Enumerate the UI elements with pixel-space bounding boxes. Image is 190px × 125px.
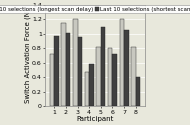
Y-axis label: Switch Activation Force (N): Switch Activation Force (N): [24, 8, 31, 103]
Bar: [66, 33, 70, 106]
Bar: [108, 48, 112, 106]
Bar: [89, 64, 94, 106]
Bar: [50, 54, 54, 106]
Bar: [78, 37, 82, 106]
Bar: [120, 19, 124, 106]
X-axis label: Participant: Participant: [76, 116, 114, 122]
Bar: [62, 23, 66, 106]
Legend: Last 10 selections (longest scan delay), Last 10 selections (shortest scan delay: Last 10 selections (longest scan delay),…: [0, 5, 190, 13]
Bar: [73, 19, 78, 106]
Bar: [54, 36, 59, 106]
Bar: [96, 47, 101, 106]
Bar: [124, 30, 128, 106]
Bar: [101, 26, 105, 106]
Bar: [136, 77, 140, 106]
Bar: [112, 54, 117, 106]
Bar: [131, 47, 136, 106]
Bar: [85, 72, 89, 106]
